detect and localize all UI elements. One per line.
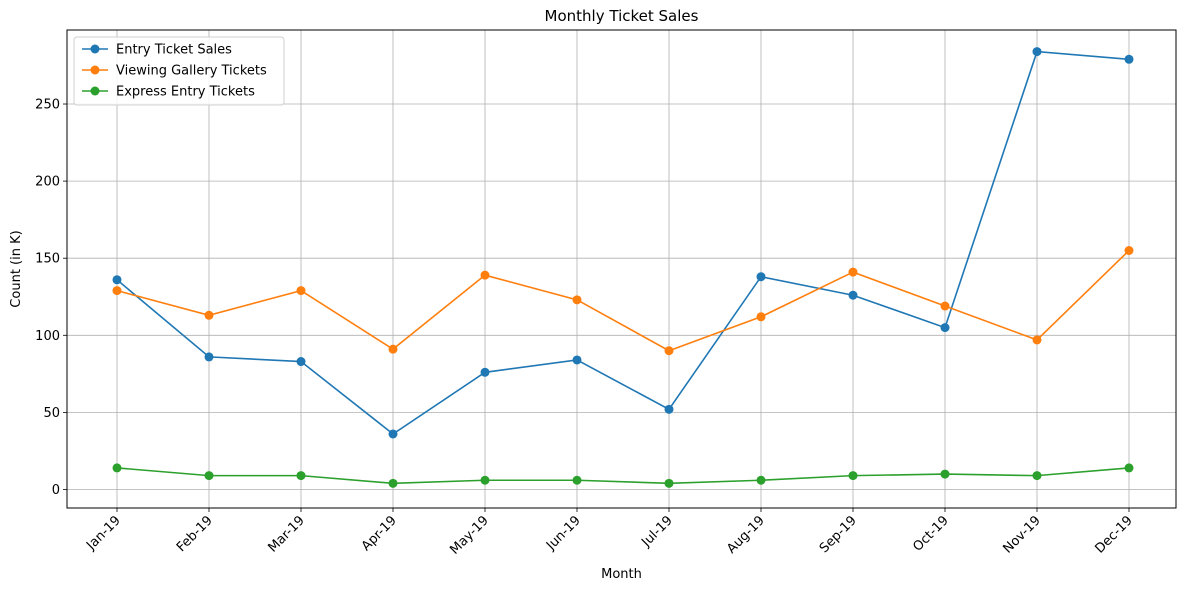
data-point: [296, 286, 306, 296]
x-tick-label: Feb-19: [174, 513, 216, 555]
legend-marker: [90, 86, 100, 96]
data-point: [1124, 54, 1134, 64]
legend-item: Express Entry Tickets: [82, 85, 255, 100]
data-point: [204, 310, 214, 320]
legend: Entry Ticket Sales Viewing Gallery Ticket…: [73, 36, 285, 106]
data-point: [388, 478, 398, 488]
series-2: [112, 245, 1134, 356]
data-point: [940, 469, 950, 479]
data-point: [940, 323, 950, 333]
y-tick-label: 200: [35, 175, 60, 190]
legend-label: Express Entry Tickets: [116, 85, 255, 100]
data-point: [572, 475, 582, 485]
data-point: [848, 471, 858, 481]
data-point: [940, 301, 950, 311]
x-tick-label: Jun-19: [543, 513, 584, 554]
data-point: [848, 267, 858, 277]
data-point: [112, 463, 122, 473]
data-point: [848, 290, 858, 300]
series-line: [116, 467, 1130, 485]
x-tick-label: Apr-19: [359, 513, 400, 554]
data-point: [204, 352, 214, 362]
x-tick-label: Nov-19: [1001, 513, 1044, 556]
data-point: [1124, 463, 1134, 473]
data-point: [388, 344, 398, 354]
data-point: [664, 478, 674, 488]
legend-item: Entry Ticket Sales: [82, 43, 232, 58]
y-tick-label: 50: [43, 406, 60, 421]
data-point: [664, 346, 674, 356]
data-point: [1032, 471, 1042, 481]
data-point: [756, 272, 766, 282]
data-point: [112, 275, 122, 285]
y-axis-ticks: 0 50 100 150 200 250: [35, 98, 67, 498]
legend-marker: [90, 65, 100, 75]
y-axis-label: Count (in K): [9, 230, 24, 307]
series-3: [112, 463, 1134, 488]
legend-item: Viewing Gallery Tickets: [82, 64, 267, 79]
series-line: [116, 249, 1130, 352]
data-point: [1032, 47, 1042, 57]
y-tick-label: 100: [35, 329, 60, 344]
x-axis-label: Month: [601, 567, 642, 582]
x-tick-label: Jul-19: [638, 513, 675, 550]
data-point: [112, 286, 122, 296]
data-point: [1032, 335, 1042, 345]
data-point: [572, 295, 582, 305]
x-tick-label: Dec-19: [1092, 513, 1135, 556]
data-point: [296, 357, 306, 367]
legend-label: Viewing Gallery Tickets: [116, 64, 267, 79]
legend-marker: [90, 44, 100, 54]
data-point: [480, 475, 490, 485]
legend-box: [73, 36, 285, 106]
y-tick-label: 0: [52, 483, 60, 498]
data-point: [664, 404, 674, 414]
series-line: [116, 50, 1130, 435]
x-tick-label: Mar-19: [265, 513, 307, 555]
y-tick-label: 150: [35, 252, 60, 267]
x-axis-ticks: Jan-19 Feb-19 Mar-19 Apr-19 May-19 Jun-19 Jul-…: [83, 508, 1136, 558]
data-point: [388, 429, 398, 439]
data-point: [204, 471, 214, 481]
y-tick-label: 250: [35, 98, 60, 113]
data-point: [480, 367, 490, 377]
x-tick-label: Sep-19: [817, 513, 860, 556]
x-tick-label: May-19: [447, 513, 491, 557]
data-point: [756, 475, 766, 485]
data-point: [296, 471, 306, 481]
legend-label: Entry Ticket Sales: [116, 43, 232, 58]
x-tick-label: Jan-19: [83, 513, 124, 554]
data-point: [480, 270, 490, 280]
series-1: [112, 47, 1134, 439]
chart-title: Monthly Ticket Sales: [545, 7, 699, 25]
data-point: [572, 355, 582, 365]
series-layer: [112, 47, 1134, 488]
data-point: [1124, 245, 1134, 255]
x-tick-label: Aug-19: [724, 513, 768, 557]
plot-area: [66, 29, 1177, 509]
data-point: [756, 312, 766, 322]
x-tick-label: Oct-19: [910, 513, 952, 555]
